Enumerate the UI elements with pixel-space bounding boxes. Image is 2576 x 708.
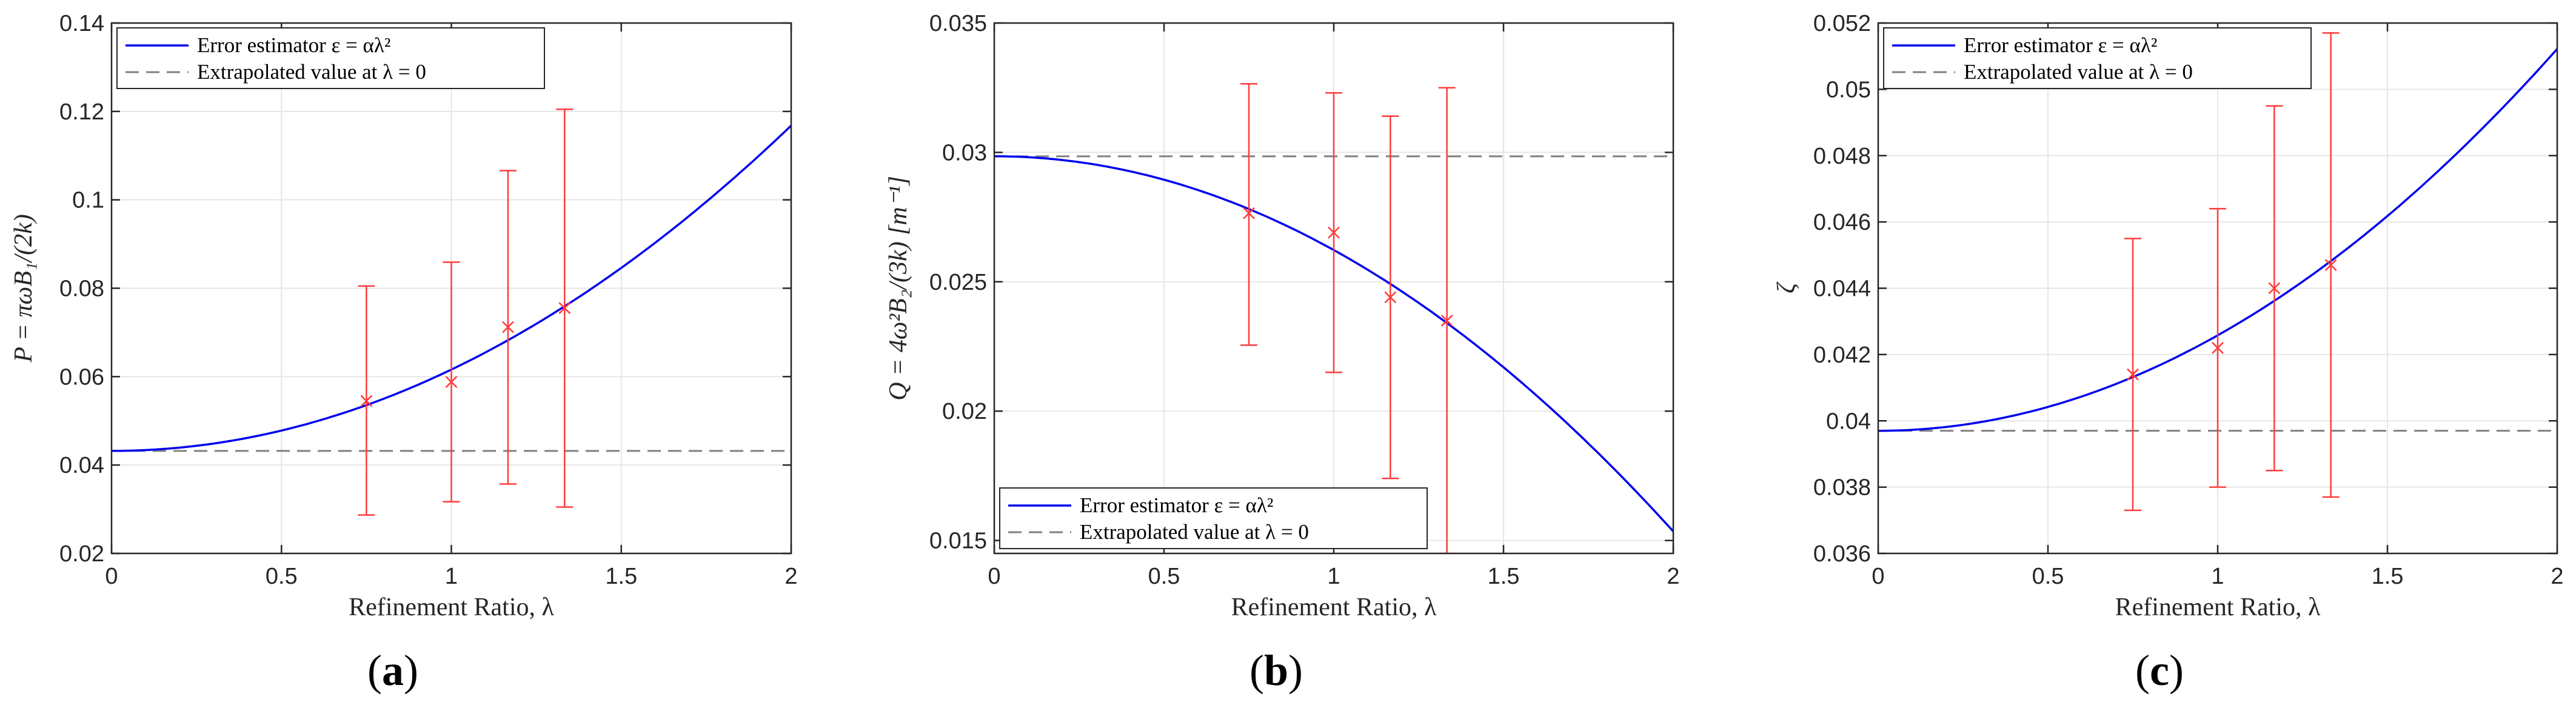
panel-label-close: ) [404, 646, 418, 695]
y-tick-label: 0.04 [1826, 409, 1871, 434]
y-tick-label: 0.015 [929, 529, 987, 554]
y-tick-label: 0.02 [59, 541, 104, 567]
legend: Error estimator ε = αλ² Extrapolated valu… [1883, 27, 2312, 89]
y-tick-label: 0.046 [1813, 210, 1871, 235]
legend: Error estimator ε = αλ² Extrapolated valu… [999, 487, 1428, 549]
data-point-group [2322, 32, 2340, 498]
x-axis-label: Refinement Ratio, λ [1231, 593, 1437, 621]
legend-label-extrapolated: Extrapolated value at λ = 0 [197, 60, 426, 84]
data-point-group [443, 261, 460, 503]
y-axis-label: ζ [1773, 281, 1801, 293]
panel-label: (a) [367, 646, 418, 695]
x-tick-label: 1 [1327, 564, 1340, 589]
x-axis-label: Refinement Ratio, λ [2115, 593, 2321, 621]
data-point-marker [1440, 314, 1453, 327]
x-tick-label: 1.5 [605, 564, 637, 589]
x-tick-label: 0 [988, 564, 1000, 589]
y-tick-label: 0.052 [1813, 11, 1871, 36]
data-point-group [2209, 208, 2226, 488]
chart-panel-c: 0 0.5 1 1.5 2 0.036 0.038 0.04 0.042 0.044 0.046 0.… [1773, 11, 2564, 695]
data-point-marker [1243, 207, 1255, 219]
legend: Error estimator ε = αλ² Extrapolated valu… [116, 27, 545, 89]
x-tick-label: 1.5 [1488, 564, 1520, 589]
x-tick-label: 0.5 [1148, 564, 1180, 589]
legend-label-estimator: Error estimator ε = αλ² [1080, 493, 1273, 517]
plot-content [112, 108, 791, 516]
plot-content [994, 83, 1673, 553]
y-tick-label: 0.1 [72, 188, 104, 213]
panel-label-letter: c [2150, 646, 2169, 695]
x-tick-label: 1 [445, 564, 458, 589]
legend-box [116, 27, 545, 89]
y-tick-label: 0.14 [59, 11, 104, 36]
data-point-marker [1384, 291, 1397, 304]
data-point-group [1382, 115, 1399, 479]
legend-box [999, 487, 1428, 549]
data-point-group [499, 170, 517, 485]
y-tick-label: 0.06 [59, 364, 104, 390]
data-point-group [2266, 105, 2283, 472]
y-tick-label: 0.042 [1813, 342, 1871, 368]
chart-panel-b: 0 0.5 1 1.5 2 0.015 0.02 0.025 0.03 0.035 Refineme… [885, 11, 1680, 695]
data-point-group [1438, 87, 1456, 553]
y-tick-label: 0.12 [59, 99, 104, 125]
data-point-marker [2212, 342, 2224, 354]
chart-panel-a: 0 0.5 1 1.5 2 0.02 0.04 0.06 0.08 0.1 0.12 0.14 Refi… [10, 11, 798, 695]
y-tick-label: 0.048 [1813, 144, 1871, 169]
y-tick-label: 0.03 [942, 140, 987, 165]
data-point-marker [2127, 368, 2139, 381]
x-tick-label: 1.5 [2372, 564, 2404, 589]
legend-label-extrapolated: Extrapolated value at λ = 0 [1080, 520, 1309, 544]
panel-label-close: ) [1288, 646, 1303, 695]
panel-label: (b) [1250, 646, 1303, 695]
legend-label-extrapolated: Extrapolated value at λ = 0 [1964, 60, 2193, 84]
data-point-marker [502, 321, 514, 333]
y-tick-label: 0.036 [1813, 541, 1871, 567]
y-tick-label: 0.02 [942, 399, 987, 424]
plot-content [1878, 32, 2557, 512]
data-point-marker [445, 376, 458, 388]
data-point-group [1240, 83, 1257, 346]
y-axis-label: Q = 4ω²B₂/(3k) [m⁻¹] [885, 176, 912, 401]
x-tick-label: 2 [1667, 564, 1679, 589]
x-tick-label: 0 [1872, 564, 1884, 589]
data-point-group [556, 108, 574, 508]
panel-label-close: ) [2169, 646, 2184, 695]
data-point-marker [2268, 282, 2281, 295]
x-tick-label: 0.5 [266, 564, 298, 589]
y-tick-label: 0.025 [929, 270, 987, 295]
data-point-marker [1328, 226, 1340, 239]
panel-label-open: ( [1250, 646, 1264, 695]
y-tick-label: 0.08 [59, 276, 104, 302]
x-tick-label: 0.5 [2032, 564, 2064, 589]
data-point-group [2124, 238, 2141, 512]
panel-label-letter: b [1264, 646, 1288, 695]
legend-box [1883, 27, 2312, 89]
y-tick-label: 0.038 [1813, 475, 1871, 501]
y-axis-label: P = πωB₁/(2k) [10, 214, 38, 362]
y-tick-label: 0.04 [59, 453, 104, 478]
x-tick-label: 2 [785, 564, 797, 589]
data-point-marker [360, 395, 373, 407]
y-tick-label: 0.05 [1826, 77, 1871, 102]
data-point-marker [2324, 259, 2337, 272]
panel-label: (c) [2135, 646, 2184, 695]
y-tick-label: 0.044 [1813, 276, 1871, 302]
y-tick-label: 0.035 [929, 11, 987, 36]
panel-label-letter: a [382, 646, 404, 695]
x-tick-label: 2 [2551, 564, 2563, 589]
data-point-group [358, 285, 375, 516]
legend-label-estimator: Error estimator ε = αλ² [197, 33, 390, 57]
legend-label-estimator: Error estimator ε = αλ² [1964, 33, 2157, 57]
x-tick-label: 1 [2211, 564, 2224, 589]
x-tick-label: 0 [105, 564, 118, 589]
panel-label-open: ( [2135, 646, 2150, 695]
data-point-group [1325, 92, 1342, 373]
panel-label-open: ( [367, 646, 382, 695]
x-axis-label: Refinement Ratio, λ [349, 593, 554, 621]
data-point-marker [558, 302, 571, 315]
